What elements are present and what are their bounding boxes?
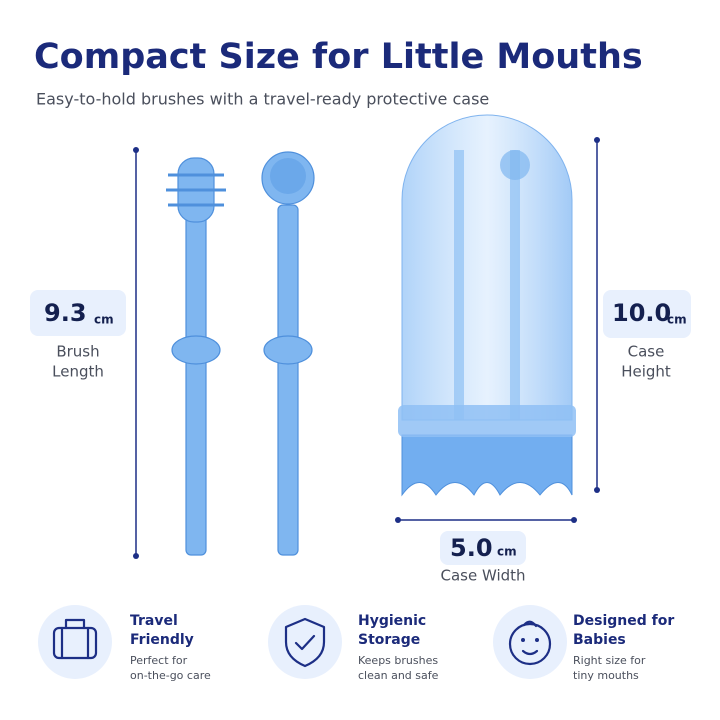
subtitle: Easy-to-hold brushes with a travel-ready… — [36, 90, 489, 109]
dimension-unit: cm — [94, 313, 114, 327]
feature-title: Friendly — [130, 632, 194, 648]
feature-description: clean and safe — [358, 669, 439, 682]
dimension-value: 5.0 — [450, 534, 493, 562]
brush-dimension: 9.3 cm Brush Length — [30, 147, 139, 559]
dimension-unit: cm — [667, 313, 687, 327]
dimension-unit: cm — [497, 545, 517, 559]
dimension-label: Height — [621, 363, 671, 381]
title: Compact Size for Little Mouths — [34, 37, 643, 77]
case-height-dimension: 10.0 cm Case Height — [594, 137, 691, 493]
feature: Hygienic Storage Keeps brushes clean and… — [268, 605, 439, 682]
feature: Travel Friendly Perfect for on-the-go ca… — [38, 605, 211, 682]
feature-title: Babies — [573, 632, 626, 648]
feature: Designed for Babies Right size for tiny … — [493, 605, 674, 682]
feature-title: Hygienic — [358, 613, 426, 629]
dimension-label: Brush — [56, 343, 99, 361]
feature-title: Storage — [358, 632, 420, 648]
dimension-label: Case — [628, 343, 665, 361]
dimension-label: Case Width — [440, 567, 525, 585]
brushes — [166, 151, 315, 556]
case-width-dimension: 5.0 cm Case Width — [395, 517, 577, 585]
feature-description: Right size for — [573, 654, 646, 667]
feature-description: Perfect for — [130, 654, 188, 667]
dimension-label: Length — [52, 363, 104, 381]
feature-title: Travel — [130, 613, 178, 629]
dimension-value: 10.0 — [612, 299, 671, 327]
feature-title: Designed for — [573, 613, 674, 629]
feature-description: tiny mouths — [573, 669, 639, 682]
feature-description: on-the-go care — [130, 669, 211, 682]
case — [398, 114, 576, 497]
feature-description: Keeps brushes — [358, 654, 438, 667]
dimension-value: 9.3 — [44, 299, 87, 327]
